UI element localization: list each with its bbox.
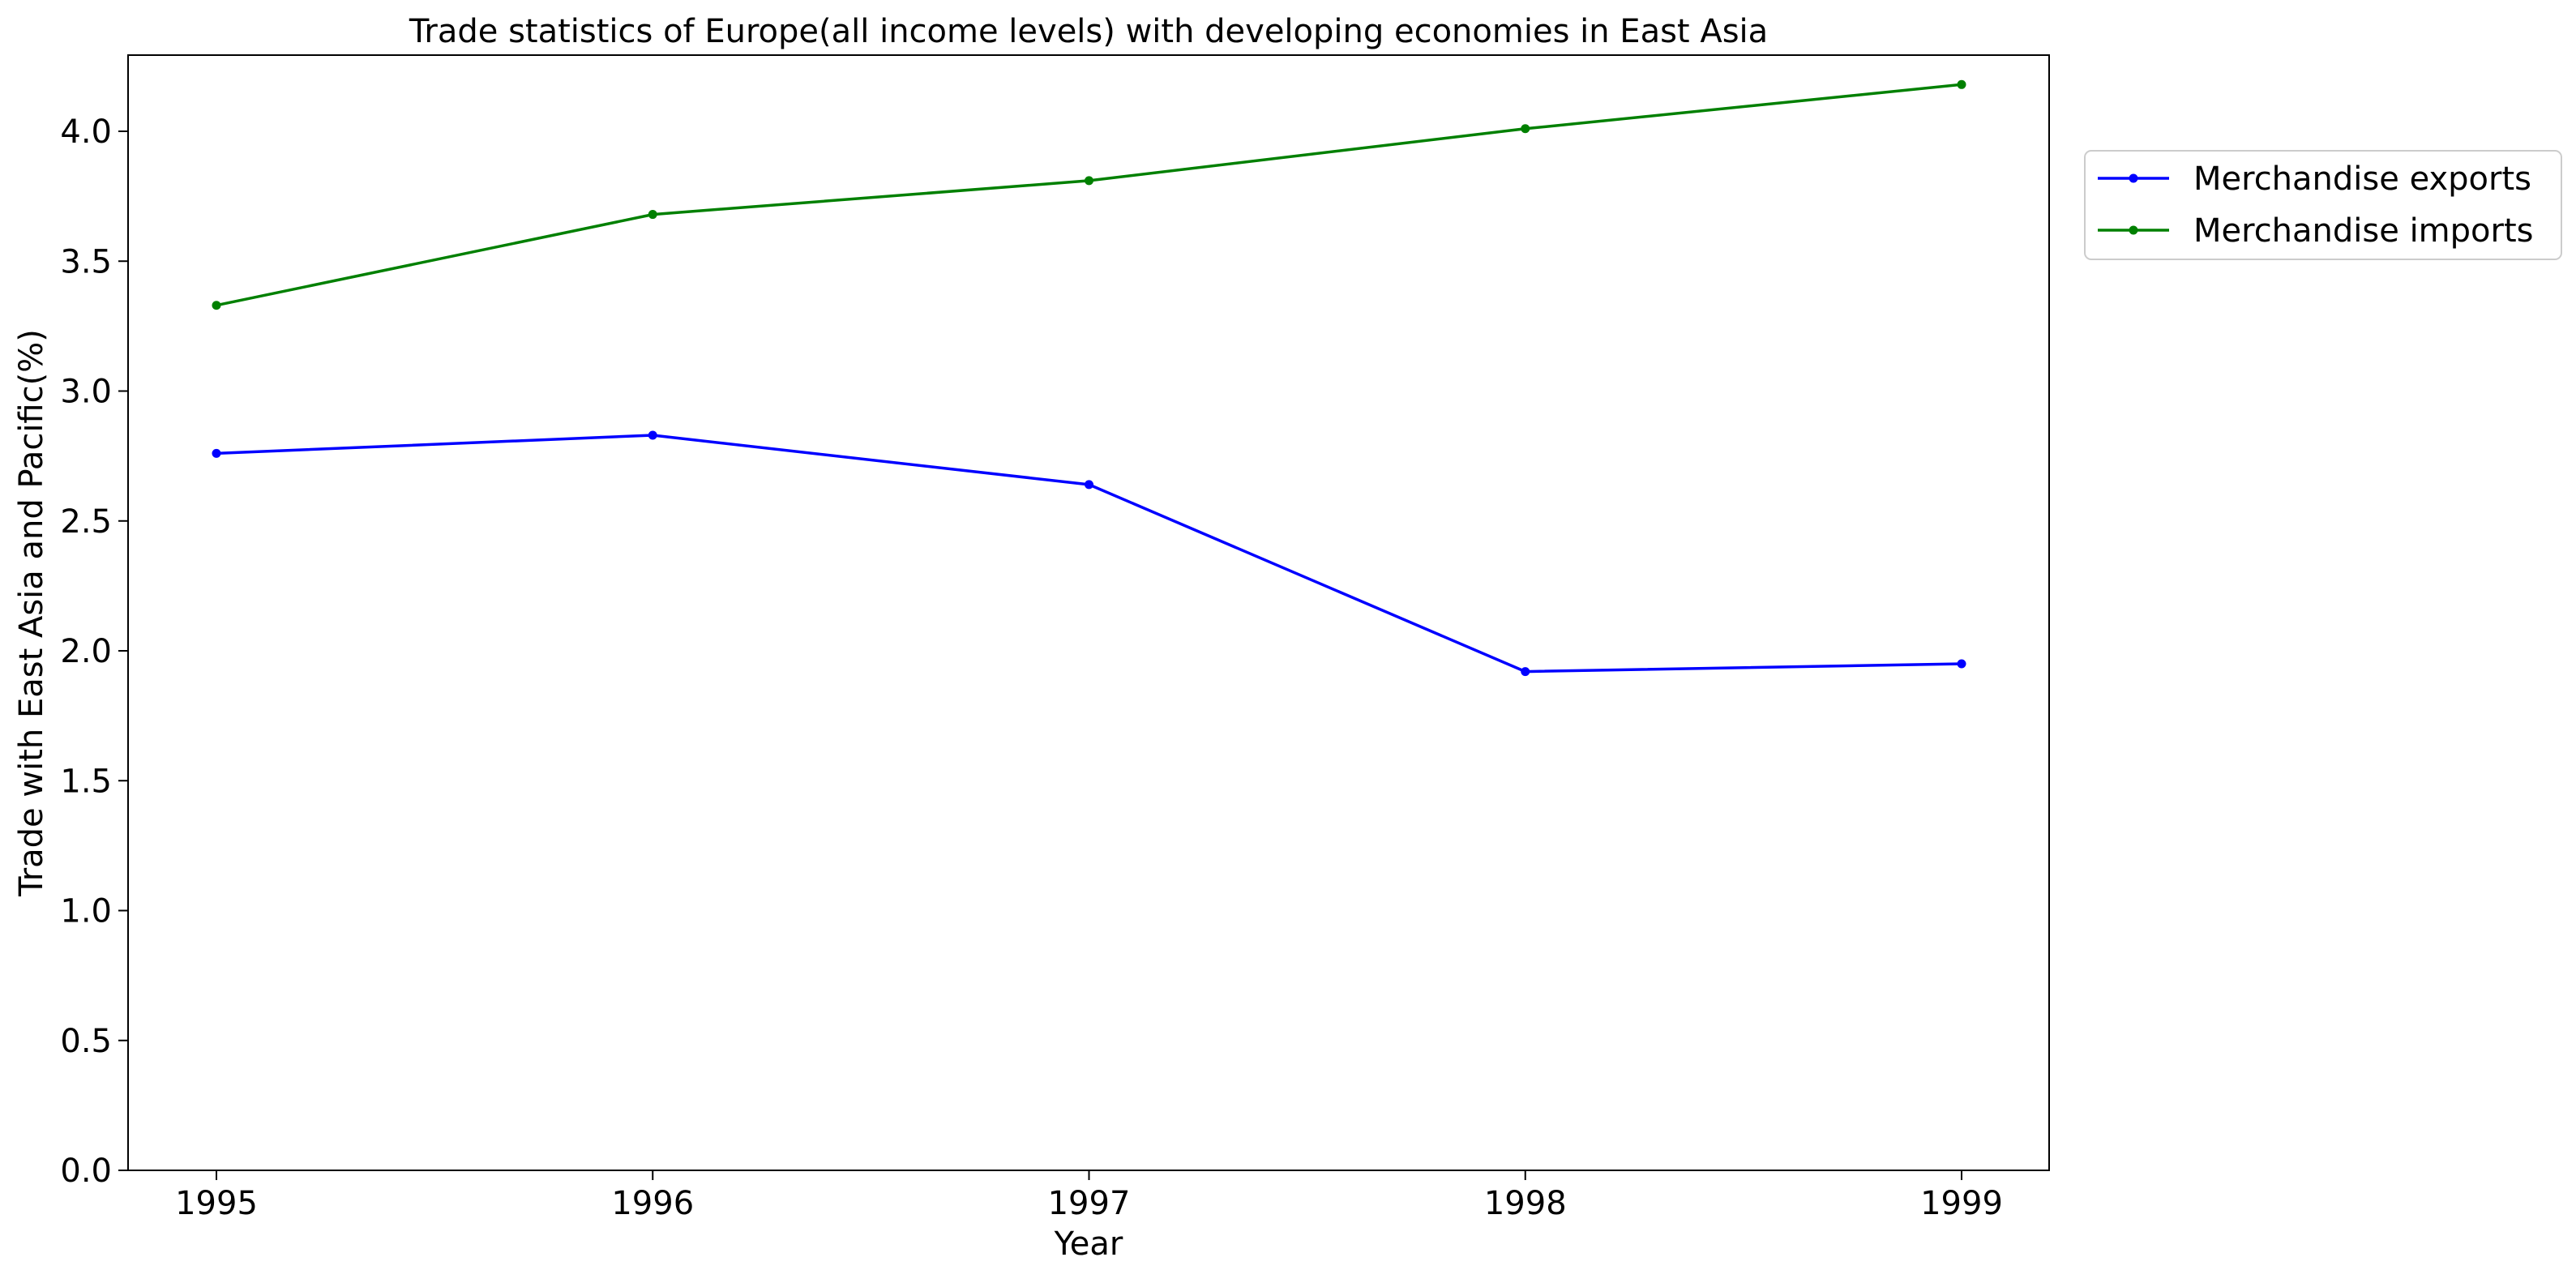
legend-label-imports: Merchandise imports — [2193, 212, 2533, 250]
x-axis: 1995 1996 1997 1998 1999 — [175, 1170, 2003, 1222]
data-point — [1521, 667, 1530, 677]
data-point — [1957, 659, 1966, 669]
y-tick-label: 1.5 — [60, 763, 112, 800]
series-merchandise-exports — [212, 430, 1966, 677]
x-tick-label: 1995 — [175, 1185, 258, 1222]
data-point — [1521, 124, 1530, 134]
y-tick-label: 0.0 — [60, 1153, 112, 1190]
legend: Merchandise exports Merchandise imports — [2084, 150, 2562, 260]
legend-entry-imports: Merchandise imports — [2098, 212, 2533, 250]
legend-box — [2084, 150, 2562, 260]
y-tick-label: 4.0 — [60, 113, 112, 151]
series-merchandise-imports — [212, 79, 1966, 310]
y-tick-label: 2.0 — [60, 633, 112, 670]
y-axis-label: Trade with East Asia and Pacific(%) — [13, 329, 50, 897]
x-tick-label: 1998 — [1484, 1185, 1567, 1222]
x-axis-label: Year — [1054, 1225, 1123, 1263]
data-point — [1085, 176, 1093, 186]
legend-entry-exports: Merchandise exports — [2098, 160, 2531, 198]
x-tick-label: 1996 — [611, 1185, 694, 1222]
legend-marker-exports — [2129, 173, 2138, 183]
x-tick-label: 1997 — [1048, 1185, 1131, 1222]
y-tick-label: 1.0 — [60, 893, 112, 930]
y-tick-label: 3.5 — [60, 243, 112, 280]
y-axis: 0.0 0.5 1.0 1.5 2.0 2.5 3.0 3.5 4.0 — [60, 113, 128, 1190]
series-layer — [212, 79, 1966, 677]
y-tick-label: 0.5 — [60, 1023, 112, 1060]
data-point — [648, 210, 657, 220]
data-point — [1085, 480, 1093, 490]
legend-marker-imports — [2129, 225, 2138, 235]
data-point — [1957, 79, 1966, 89]
x-tick-label: 1999 — [1920, 1185, 2003, 1222]
data-point — [212, 448, 221, 458]
y-tick-label: 3.0 — [60, 374, 112, 411]
data-point — [212, 301, 221, 310]
y-tick-label: 2.5 — [60, 503, 112, 541]
legend-label-exports: Merchandise exports — [2193, 160, 2531, 198]
data-point — [648, 430, 657, 440]
chart-title: Trade statistics of Europe(all income le… — [409, 13, 1768, 50]
